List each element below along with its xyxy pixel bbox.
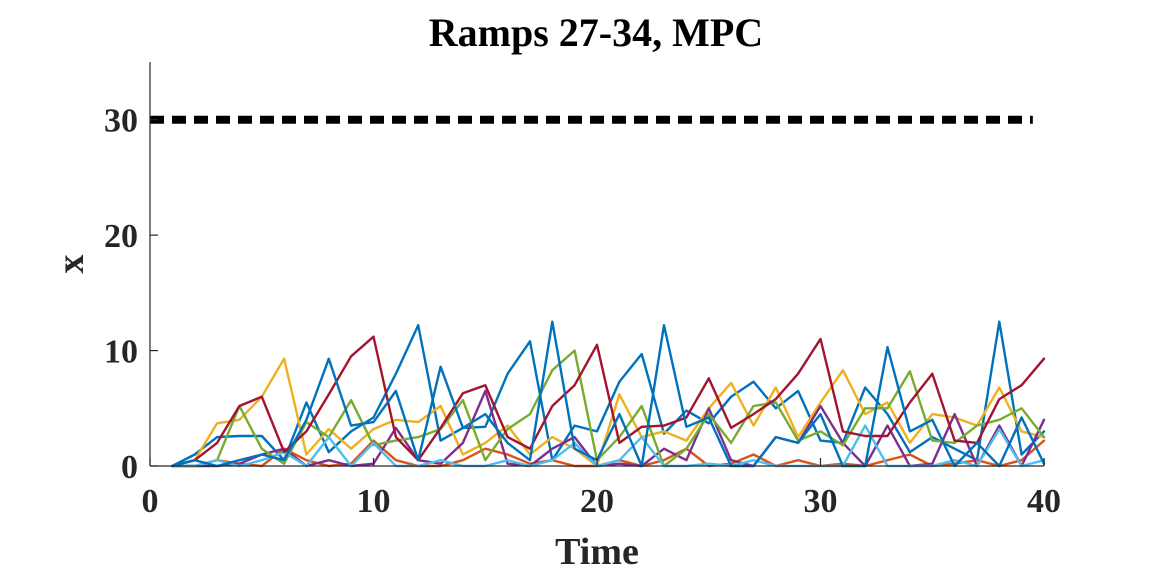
x-tick-label: 40 [1027, 483, 1061, 520]
x-tick-label: 10 [357, 483, 391, 520]
x-tick-label: 30 [804, 483, 838, 520]
y-tick-label: 30 [104, 103, 138, 140]
series-layer [171, 320, 1046, 468]
x-ticks: 0 10 20 30 40 [142, 458, 1061, 520]
series-line-ramp-29 [171, 357, 1046, 468]
chart-title: Ramps 27-34, MPC [429, 10, 763, 55]
series-line-ramp-34 [171, 320, 1046, 468]
y-tick-label: 10 [104, 334, 138, 371]
series-line-ramp-33 [171, 335, 1046, 468]
series-line-ramp-27 [171, 320, 1046, 468]
series-line-ramp-30 [171, 389, 1046, 468]
y-ticks: 0 10 20 30 [104, 103, 158, 486]
y-tick-label: 0 [121, 449, 138, 486]
y-axis-label: x [50, 255, 92, 274]
x-tick-label: 20 [580, 483, 614, 520]
x-tick-label: 0 [142, 483, 159, 520]
y-tick-label: 20 [104, 218, 138, 255]
x-axis-label: Time [555, 531, 639, 573]
